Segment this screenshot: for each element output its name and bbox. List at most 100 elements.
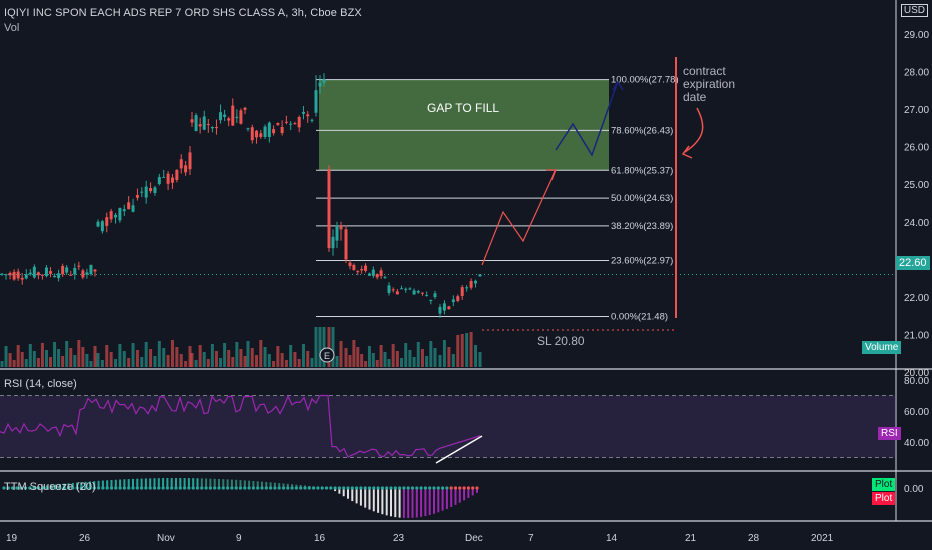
rsi-legend-label: RSI (14, close) [4,378,77,390]
volume-bar [140,357,144,367]
candle-body [144,186,148,198]
candle-body [28,272,32,275]
volume-bar [356,347,360,367]
squeeze-dot [118,486,122,490]
currency-label: USD [900,4,928,17]
squeeze-dot [320,486,324,490]
squeeze-dot [393,486,397,490]
rsi-value-badge: RSI [878,427,901,440]
squeeze-dot [410,486,415,490]
candle-body [255,130,259,138]
earnings-marker-icon [319,347,335,363]
volume-bar [438,355,442,367]
squeeze-dot [346,486,350,490]
squeeze-dot [462,486,466,490]
squeeze-dot [471,486,475,490]
candle-body [219,112,223,121]
squeeze-dot [445,486,449,490]
candle-body [57,273,61,279]
volume-bar [425,356,429,367]
rsi-axis-tick-label: 60.00 [904,407,929,418]
volume-bar [322,327,326,367]
squeeze-dot [329,486,333,490]
volume-bar [447,347,451,367]
volume-bar [379,345,383,367]
candle-body [460,287,464,297]
squeeze-dot [389,486,393,490]
volume-bar [465,333,469,367]
candle-body [96,221,100,227]
candle-body [69,274,73,276]
volume-bar [263,347,267,367]
candle-body [352,264,356,270]
squeeze-dot [226,486,230,490]
candle-body [451,299,455,302]
squeeze-dot [88,486,92,490]
squeeze-dot [157,486,161,490]
volume-bar [335,356,339,367]
volume-bar [259,340,263,367]
squeeze-dot [337,486,341,490]
candle-body [166,173,170,184]
volume-bar [93,346,97,367]
candle-body [89,264,93,274]
volume-bar [289,345,293,367]
candle-body [61,265,65,275]
volume-bar [57,349,61,367]
volume-bar [306,351,310,367]
candle-body [0,273,4,275]
volume-bar [301,344,305,367]
candle-body [223,114,227,117]
squeeze-dot [290,486,294,490]
fib-level-label: 100.00%(27.78) [611,75,679,86]
squeeze-dot [363,486,367,490]
squeeze-dot [148,486,152,490]
squeeze-dot [342,486,346,490]
squeeze-dot [161,486,165,490]
gap-label: GAP TO FILL [427,101,499,115]
candle-body [235,116,239,118]
candle-body [184,165,188,173]
volume-bar [352,340,356,367]
candle-body [314,90,318,113]
squeeze-dot [28,486,32,490]
candle-body [387,285,391,293]
volume-bar [412,357,416,367]
gap-zone [319,79,609,171]
volume-bar [391,344,395,367]
squeeze-dot [419,486,423,490]
squeeze-dot [432,486,436,490]
time-axis-tick-label: 21 [685,533,697,544]
candle-body [153,187,157,193]
candle-body [327,169,331,249]
volume-bar [442,340,446,367]
volume-bar [310,358,314,367]
squeeze-axis-tick-label: 0.00 [904,484,924,495]
candle-body [231,105,235,126]
squeeze-dot [372,486,376,490]
volume-bar [206,359,210,367]
volume-bar [65,341,69,367]
squeeze-dot [256,486,260,490]
candle-body [310,119,314,121]
squeeze-dot [221,486,225,490]
squeeze-dot [453,486,458,490]
squeeze-dot [32,486,36,490]
squeeze-dot [247,486,251,490]
volume-bar [387,359,391,367]
time-axis-tick-label: Dec [465,533,483,544]
volume-bar [214,351,218,367]
candle-body [105,217,109,226]
squeeze-dot [428,486,432,490]
squeeze-dot [36,486,41,490]
candle-body [32,266,36,278]
fib-level-label: 61.80%(25.37) [611,165,673,176]
volume-bar [16,345,20,367]
volume-bar [96,353,100,367]
volume-bar [231,357,235,367]
squeeze-dot [49,486,53,490]
volume-bar [272,361,276,367]
volume-bar [73,355,77,367]
